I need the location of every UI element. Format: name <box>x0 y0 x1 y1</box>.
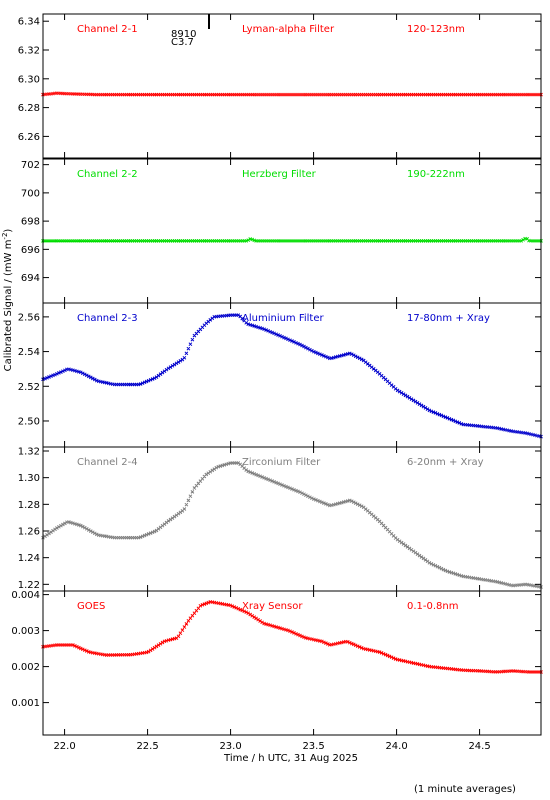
panel-1-ytick-label: 6.34 <box>18 17 40 28</box>
panel-3-markers <box>41 313 543 439</box>
flare-id-label: 8910 <box>171 29 196 40</box>
panel-2-ytick-label: 702 <box>21 160 40 171</box>
panel-4-ytick-label: 1.26 <box>18 527 40 538</box>
x-tick-label: 24.0 <box>385 741 407 752</box>
panel-2-frame <box>42 158 542 304</box>
panel-band: 120-123nm <box>407 24 465 35</box>
panel-4: 1.22 1.24 1.26 1.28 1.30 1.32 Channel 2-4 Zirco… <box>18 446 543 592</box>
x-tick-label: 24.5 <box>468 741 490 752</box>
panel-name: GOES <box>77 601 105 612</box>
panel-band: 190-222nm <box>407 169 465 180</box>
panel-2-data-points <box>41 236 543 243</box>
panels-group: 6.26 6.28 6.30 6.32 6.34 Channel 2-1 Lyman-alp… <box>11 13 543 752</box>
panel-4-ytick-label: 1.22 <box>18 580 40 591</box>
panel-1-ytick-label: 6.30 <box>18 74 40 85</box>
panel-1-ytick-label: 6.32 <box>18 46 40 57</box>
panel-4-ytick-label: 1.28 <box>18 500 40 511</box>
panel-name: Channel 2-3 <box>77 313 138 324</box>
panel-name: Channel 2-2 <box>77 169 138 180</box>
flare-class-label: C3.7 <box>171 37 194 48</box>
x-axis-title: Time / h UTC, 31 Aug 2025 <box>223 753 358 764</box>
y-axis-title: Calibrated Signal / (mW m-2) <box>1 229 14 372</box>
panel-4-frame <box>42 446 542 592</box>
panel-4-data-points <box>41 461 543 589</box>
panel-1-frame <box>42 13 542 159</box>
panel-1-markers <box>41 91 543 97</box>
panel-filter: Lyman-alpha Filter <box>242 24 335 35</box>
panel-1: 6.26 6.28 6.30 6.32 6.34 Channel 2-1 Lyman-alp… <box>18 13 543 159</box>
x-tick-label: 23.5 <box>302 741 324 752</box>
panel-band: 0.1-0.8nm <box>407 601 459 612</box>
panel-2-markers <box>41 236 543 243</box>
panel-filter: Xray Sensor <box>242 601 303 612</box>
panel-3-ytick-label: 2.50 <box>18 416 40 427</box>
panel-4-ytick-label: 1.30 <box>18 473 40 484</box>
panel-band: 6-20nm + Xray <box>407 457 484 468</box>
x-tick-labels: 22.0 22.5 23.0 23.5 24.0 24.5 <box>53 741 490 752</box>
panel-2-ytick-label: 694 <box>21 273 40 284</box>
panel-1-ytick-label: 6.26 <box>18 132 40 143</box>
panel-5-ytick-label: 0.003 <box>11 626 40 637</box>
panel-1-ytick-label: 6.28 <box>18 103 40 114</box>
panel-5-frame <box>42 590 542 736</box>
panel-4-markers <box>41 461 543 589</box>
panel-filter: Zirconium Filter <box>242 457 321 468</box>
panel-2-ytick-label: 700 <box>21 188 40 199</box>
panel-5: 0.001 0.002 0.003 0.004 GOES Xray Sensor 0.1-0… <box>11 590 543 736</box>
x-tick-label: 22.5 <box>136 741 158 752</box>
panel-3-ytick-label: 2.52 <box>18 382 40 393</box>
panel-name: Channel 2-1 <box>77 24 138 35</box>
panel-2-ytick-label: 698 <box>21 217 40 228</box>
y-axis-title-close: ) <box>3 229 14 233</box>
panel-filter: Herzberg Filter <box>242 169 317 180</box>
y-axis-title-main: Calibrated Signal / (mW m <box>3 240 14 372</box>
panel-5-ytick-label: 0.004 <box>11 590 40 601</box>
panel-3-data-points <box>41 313 543 439</box>
panel-band: 17-80nm + Xray <box>407 313 490 324</box>
x-tick-label: 22.0 <box>53 741 75 752</box>
panel-3: 2.50 2.52 2.54 2.56 Channel 2-3 Aluminium Fil… <box>18 302 543 448</box>
panel-4-ytick-label: 1.24 <box>18 553 40 564</box>
panel-4-ytick-label: 1.32 <box>18 447 40 458</box>
panel-1-data-points <box>41 91 543 97</box>
panel-3-ytick-label: 2.56 <box>18 312 40 323</box>
panel-5-ytick-label: 0.001 <box>11 698 40 709</box>
footnote: (1 minute averages) <box>414 784 516 795</box>
panel-2: 694 696 698 700 702 Channel 2-2 Herzberg Filte… <box>21 158 543 304</box>
x-tick-label: 23.0 <box>219 741 241 752</box>
x-axis-title-group: Time / h UTC, 31 Aug 2025 <box>223 753 358 764</box>
panel-5-ytick-label: 0.002 <box>11 662 40 673</box>
panel-filter: Aluminium Filter <box>242 313 325 324</box>
panel-name: Channel 2-4 <box>77 457 138 468</box>
panel-2-ytick-label: 696 <box>21 245 40 256</box>
panel-3-ytick-label: 2.54 <box>18 347 40 358</box>
y-axis-title-superscript: -2 <box>1 233 9 240</box>
